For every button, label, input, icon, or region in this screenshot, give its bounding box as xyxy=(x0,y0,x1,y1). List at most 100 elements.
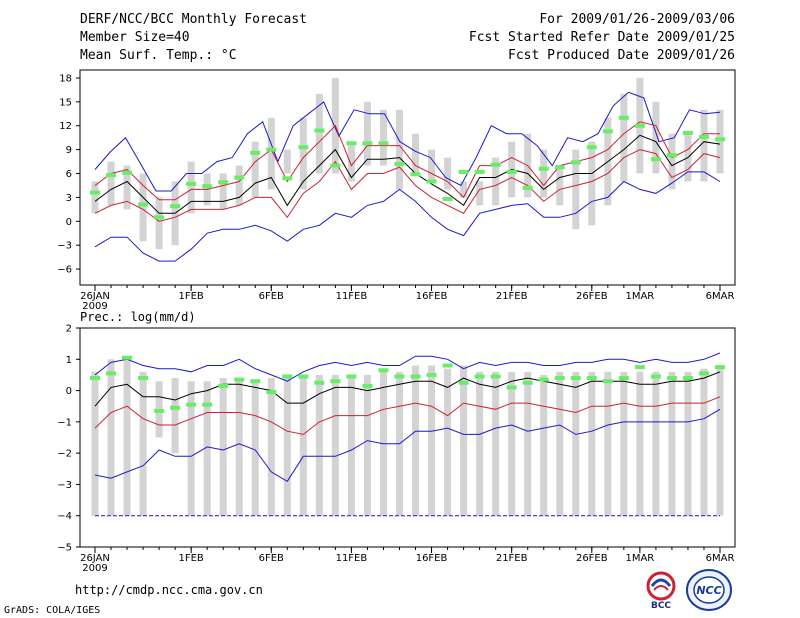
p1-y-tick-label: −5 xyxy=(57,543,72,554)
p1-obs-marker xyxy=(186,402,197,407)
p1-spread-bar xyxy=(556,371,564,516)
p1-spread-bar xyxy=(412,365,420,516)
precipitation-variable-label: Prec.: log(mm/d) xyxy=(80,310,196,324)
p0-obs-marker xyxy=(410,172,421,177)
p1-spread-bar xyxy=(684,371,692,516)
p0-spread-bar xyxy=(123,165,131,210)
refer-date: Fcst Started Refer Date 2009/01/25 xyxy=(468,30,735,45)
p0-x-tick-label: 1MAR xyxy=(625,291,654,302)
p0-y-tick-label: −6 xyxy=(57,265,72,276)
p1-spread-bar xyxy=(171,378,179,454)
p0-series-p75 xyxy=(94,121,720,201)
p1-obs-marker xyxy=(666,376,677,381)
p1-obs-marker xyxy=(538,377,549,382)
p1-obs-marker xyxy=(522,380,533,385)
p1-spread-bar xyxy=(267,378,275,516)
p0-obs-marker xyxy=(394,161,405,166)
p0-spread-bar xyxy=(668,133,676,190)
p1-x-tick-label: 16FEB xyxy=(416,553,448,564)
bcc-logo: BCC xyxy=(646,571,676,610)
p1-x-tick-label: 26JAN xyxy=(80,553,110,564)
p1-obs-marker xyxy=(506,385,517,390)
p0-spread-bar xyxy=(187,161,195,214)
p0-obs-marker xyxy=(362,141,373,146)
p1-spread-bar xyxy=(428,365,436,516)
p1-spread-bar xyxy=(235,378,243,516)
p0-spread-bar xyxy=(315,93,323,174)
p0-obs-marker xyxy=(122,170,133,175)
p0-obs-marker xyxy=(715,137,725,142)
p0-series-envelope-low xyxy=(94,171,721,262)
p1-spread-bar xyxy=(363,374,371,516)
forecast-period: For 2009/01/26-2009/03/06 xyxy=(539,12,735,27)
p1-y-tick-label: 1 xyxy=(66,355,72,366)
produced-date: Fcst Produced Date 2009/01/26 xyxy=(508,48,735,63)
p1-y-tick-label: −2 xyxy=(57,449,72,460)
p1-series-p25 xyxy=(94,396,721,435)
p1-obs-marker xyxy=(715,365,725,370)
p0-spread-bar xyxy=(267,117,275,190)
p0-spread-bar xyxy=(716,109,724,174)
p1-series-envelope-high xyxy=(94,352,721,382)
p1-obs-marker xyxy=(394,374,405,379)
p1-obs-marker xyxy=(618,376,629,381)
p1-obs-marker xyxy=(602,379,613,384)
p1-obs-marker xyxy=(698,371,709,376)
p1-obs-marker xyxy=(490,374,501,379)
p0-obs-marker xyxy=(554,165,565,170)
p0-x-tick-label: 6MAR xyxy=(706,291,735,302)
p1-obs-marker xyxy=(234,377,245,382)
p1-obs-marker xyxy=(682,376,693,381)
p1-x-tick-label: 6FEB xyxy=(259,553,284,564)
source-url[interactable]: http://cmdp.ncc.cma.gov.cn xyxy=(75,583,263,597)
p0-obs-marker xyxy=(218,180,229,185)
p0-obs-marker xyxy=(314,128,325,133)
p1-obs-marker xyxy=(266,390,277,395)
p0-spread-bar xyxy=(107,161,115,206)
p0-y-tick-label: 12 xyxy=(59,121,72,132)
p0-obs-marker xyxy=(618,115,629,120)
p0-spread-bar xyxy=(235,165,243,206)
p1-spread-bar xyxy=(219,378,227,516)
p0-obs-marker xyxy=(282,176,293,181)
p0-obs-marker xyxy=(426,179,437,184)
p1-spread-bar xyxy=(91,371,99,516)
p0-obs-marker xyxy=(202,184,213,189)
p0-y-tick-label: 18 xyxy=(59,73,72,84)
p0-obs-marker xyxy=(650,157,661,162)
p0-obs-marker xyxy=(266,147,277,152)
p1-obs-marker xyxy=(314,380,325,385)
p0-y-tick-label: 3 xyxy=(66,193,72,204)
p0-obs-marker xyxy=(106,173,117,178)
ncc-logo: NCC xyxy=(686,569,732,611)
p1-spread-bar xyxy=(572,371,580,516)
p0-obs-marker xyxy=(346,141,357,146)
p0-spread-bar xyxy=(556,165,564,206)
p1-spread-bar xyxy=(139,371,147,516)
p1-obs-marker xyxy=(570,376,581,381)
p0-obs-marker xyxy=(90,190,100,195)
p0-x-tick-label: 16FEB xyxy=(416,291,448,302)
p1-spread-bar xyxy=(668,371,676,516)
p0-spread-bar xyxy=(588,141,596,226)
p0-obs-marker xyxy=(602,129,613,134)
p0-spread-bar xyxy=(652,101,660,174)
p0-x-tick-label: 21FEB xyxy=(496,291,528,302)
p1-obs-marker xyxy=(458,380,469,385)
p1-spread-bar xyxy=(299,374,307,516)
p1-obs-marker xyxy=(634,365,645,370)
p1-spread-bar xyxy=(460,365,468,516)
p1-obs-marker xyxy=(650,374,661,379)
p1-spread-bar xyxy=(588,371,596,516)
p1-obs-marker xyxy=(106,371,117,376)
p0-spread-bar xyxy=(444,157,452,190)
p0-spread-bar xyxy=(460,181,468,198)
p1-spread-bar xyxy=(540,374,548,516)
p0-obs-marker xyxy=(378,141,389,146)
p1-obs-marker xyxy=(298,374,309,379)
p1-spread-bar xyxy=(700,368,708,516)
p0-year-label: 2009 xyxy=(82,301,107,312)
p1-y-tick-label: 2 xyxy=(66,324,72,335)
p1-spread-bar xyxy=(604,371,612,516)
